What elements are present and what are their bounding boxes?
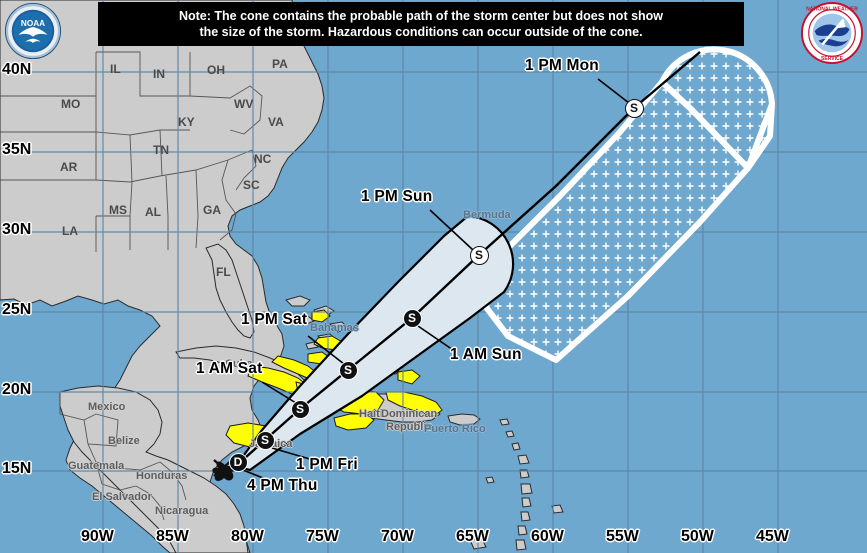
forecast-position-marker-sat-01[interactable]: S <box>290 399 310 419</box>
leader-line-sun-01 <box>417 325 457 353</box>
florida-peninsula <box>205 243 255 339</box>
noaa-logo[interactable]: NOAA <box>4 2 62 60</box>
noaa-logo-text: NOAA <box>21 19 45 28</box>
note-line-1: Note: The cone contains the probable pat… <box>178 9 664 23</box>
forecast-position-marker-sat-13[interactable]: S <box>338 360 358 380</box>
forecast-position-marker-mon-13[interactable]: S <box>624 98 644 118</box>
nws-logo[interactable]: NATIONAL WEATHER SERVICE <box>801 2 863 64</box>
note-line-2: the size of the storm. Hazardous conditi… <box>199 25 643 39</box>
nws-logo-top-text: NATIONAL WEATHER <box>806 7 858 13</box>
nws-logo-bottom-text: SERVICE <box>821 56 844 62</box>
leader-line-sun-13 <box>429 209 474 251</box>
central-america-landmass <box>59 385 249 553</box>
north-america-landmass <box>0 0 325 553</box>
forecast-label-leader-lines <box>242 78 630 481</box>
forecast-position-marker-sun-13[interactable]: S <box>469 245 489 265</box>
forecast-cone-day4-5-cap <box>659 46 775 171</box>
forecast-position-marker-sun-01[interactable]: S <box>402 308 422 328</box>
puerto-rico-landmass <box>447 413 481 426</box>
leader-line-sat-13 <box>307 335 345 365</box>
leader-line-fri-13 <box>271 447 321 463</box>
forecast-position-marker-thu-16[interactable]: D <box>228 452 248 472</box>
leader-line-thu-16 <box>242 469 269 481</box>
cone-disclaimer-note: Note: The cone contains the probable pat… <box>98 2 744 46</box>
leader-line-mon-13 <box>597 78 630 104</box>
leader-line-sat-01 <box>261 381 297 404</box>
lesser-antilles-islands <box>485 418 564 551</box>
forecast-position-marker-fri-13[interactable]: S <box>255 430 275 450</box>
